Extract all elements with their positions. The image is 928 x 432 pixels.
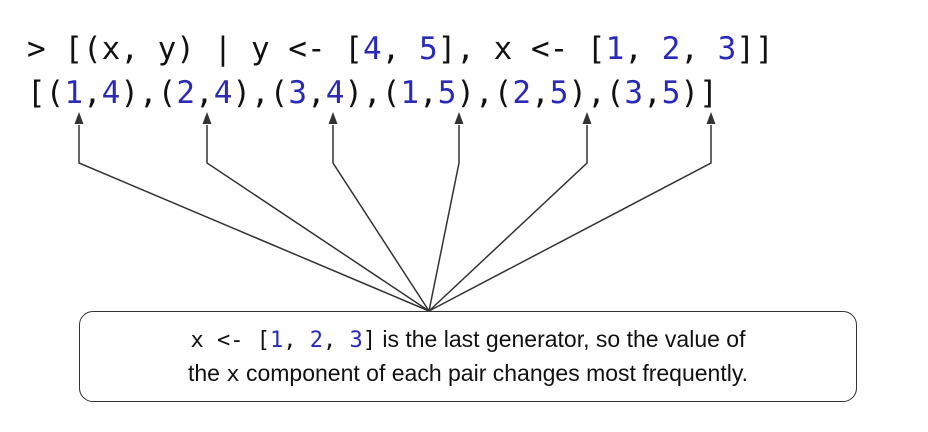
line2-token-16: ),(	[456, 75, 513, 111]
line1-token-2: ,	[381, 31, 419, 67]
connector-line-6	[428, 125, 712, 312]
code-output-line: [(1,4),(2,4),(3,4),(1,5),(2,5),(3,5)]	[27, 75, 718, 111]
line2-token-13: 1	[400, 75, 420, 111]
callout-text-1: is the last generator, so the value of	[375, 325, 746, 352]
line2-token-22: ,	[643, 75, 662, 111]
line2-token-15: 5	[437, 75, 457, 111]
connector-line-1	[78, 125, 430, 312]
callout-line-1: x <- [1, 2, 3] is the last generator, so…	[191, 323, 746, 357]
line2-token-18: ,	[531, 75, 550, 111]
line1-token-10: ]]	[736, 31, 774, 67]
line1-token-3: 5	[418, 31, 438, 67]
line2-token-19: 5	[549, 75, 569, 111]
line1-token-6: ,	[624, 31, 662, 67]
line2-token-17: 2	[512, 75, 532, 111]
line1-token-9: 3	[717, 31, 737, 67]
line1-token-5: 1	[605, 31, 625, 67]
callout-code: x <- [1, 2, 3]	[190, 327, 376, 353]
line2-token-3: 4	[101, 75, 121, 111]
line2-token-8: ),(	[232, 75, 289, 111]
line2-token-0: [(	[27, 75, 65, 111]
callout-line-2: the x component of each pair changes mos…	[187, 359, 749, 387]
connector-line-2	[206, 125, 430, 312]
line1-token-4: ], x <- [	[437, 31, 606, 67]
arrowhead-6	[706, 112, 716, 124]
line2-token-1: 1	[64, 75, 83, 111]
line1-token-0: > [(x, y) | y <- [	[27, 31, 363, 67]
arrowhead-1	[74, 112, 84, 124]
arrowhead-5	[582, 112, 592, 124]
arrowhead-4	[454, 112, 464, 124]
code-input-line: > [(x, y) | y <- [4, 5], x <- [1, 2, 3]]	[27, 31, 774, 67]
line2-token-14: ,	[419, 75, 438, 111]
connector-line-4	[428, 125, 460, 312]
connector-line-3	[332, 125, 430, 312]
line2-token-21: 3	[624, 75, 644, 111]
line2-token-12: ),(	[344, 75, 401, 111]
line2-token-24: )]	[680, 75, 718, 111]
line2-token-6: ,	[195, 75, 214, 111]
line2-token-2: ,	[83, 75, 102, 111]
line1-token-8: ,	[680, 31, 718, 67]
line2-token-5: 2	[176, 75, 196, 111]
arrowhead-3	[328, 112, 338, 124]
line1-token-7: 2	[661, 31, 681, 67]
line2-token-4: ),(	[120, 75, 177, 111]
connector-line-5	[428, 125, 588, 312]
callout-var: x	[226, 361, 240, 387]
line2-token-20: ),(	[568, 75, 625, 111]
arrowhead-2	[202, 112, 212, 124]
line1-token-1: 4	[362, 31, 382, 67]
line2-token-23: 5	[661, 75, 681, 111]
explanation-callout: x <- [1, 2, 3] is the last generator, so…	[79, 311, 857, 402]
line2-token-10: ,	[307, 75, 326, 111]
line2-token-11: 4	[325, 75, 345, 111]
line2-token-7: 4	[213, 75, 233, 111]
line2-token-9: 3	[288, 75, 308, 111]
